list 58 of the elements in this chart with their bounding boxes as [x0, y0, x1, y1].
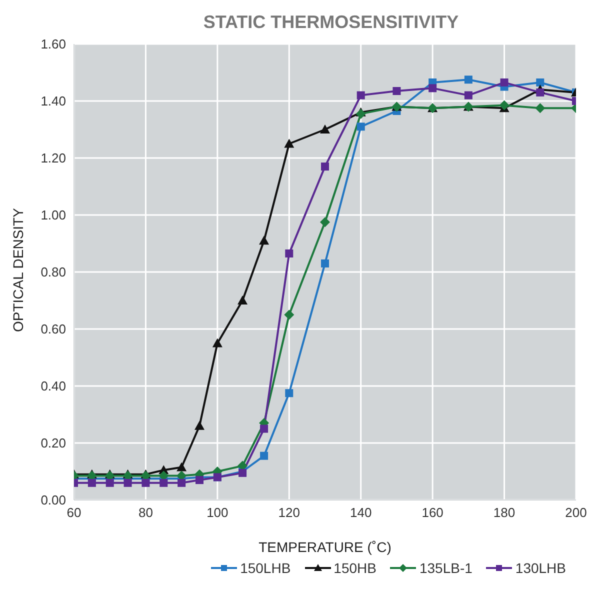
- y-tick-label: 0.40: [40, 378, 66, 394]
- point: [464, 76, 472, 84]
- point: [500, 78, 508, 86]
- y-tick-label: 0.60: [40, 322, 66, 337]
- point: [284, 310, 294, 320]
- y-axis-title: OPTICAL DENSITY: [10, 207, 26, 332]
- point: [536, 88, 544, 96]
- point: [320, 217, 330, 228]
- y-tick-label: 0.80: [40, 264, 66, 280]
- point: [321, 259, 329, 268]
- x-tick-label: 100: [206, 505, 228, 520]
- point: [428, 84, 437, 92]
- legend-label: 150HB: [332, 560, 376, 576]
- point: [212, 338, 222, 348]
- point: [124, 478, 132, 487]
- point: [106, 478, 114, 487]
- x-tick-label: 180: [493, 505, 516, 520]
- x-tick-label: 160: [422, 505, 444, 520]
- chart-title: STATIC THERMOSENSITIVITY: [202, 11, 460, 34]
- point: [536, 78, 544, 86]
- y-tick-label: 1.40: [40, 94, 66, 109]
- x-tick-label: 140: [350, 505, 372, 520]
- point: [499, 100, 510, 110]
- legend-label: 150LHB: [239, 560, 291, 576]
- y-tick-label: 1.60: [40, 36, 66, 52]
- point: [285, 389, 294, 398]
- point: [259, 236, 270, 245]
- point: [284, 138, 294, 148]
- x-axis-title: TEMPERATURE (˚C): [258, 539, 392, 555]
- point: [160, 478, 168, 487]
- x-tick-label: 120: [278, 505, 300, 520]
- legend-label: 135LB-1: [418, 560, 472, 576]
- point: [238, 296, 248, 304]
- point: [464, 91, 472, 100]
- y-tick-label: 0.20: [40, 436, 66, 451]
- point: [260, 424, 268, 433]
- x-tick-label: 60: [66, 505, 82, 520]
- point: [356, 91, 365, 100]
- point: [196, 476, 204, 484]
- y-tick-label: 1.20: [40, 150, 66, 166]
- point: [392, 87, 401, 96]
- point: [178, 478, 186, 487]
- x-tick-label: 200: [565, 505, 587, 520]
- point: [321, 162, 329, 171]
- point: [176, 462, 187, 472]
- point: [260, 452, 268, 460]
- point: [194, 420, 204, 430]
- point: [356, 108, 366, 119]
- point: [88, 478, 96, 487]
- x-tick-label: 80: [138, 505, 153, 520]
- point: [285, 249, 294, 258]
- y-tick-label: 0.00: [40, 492, 66, 508]
- point: [142, 478, 150, 487]
- point: [535, 103, 546, 114]
- point: [320, 124, 330, 134]
- point: [356, 122, 365, 131]
- legend-label: 130LHB: [514, 560, 566, 576]
- y-tick-label: 1.00: [40, 208, 66, 223]
